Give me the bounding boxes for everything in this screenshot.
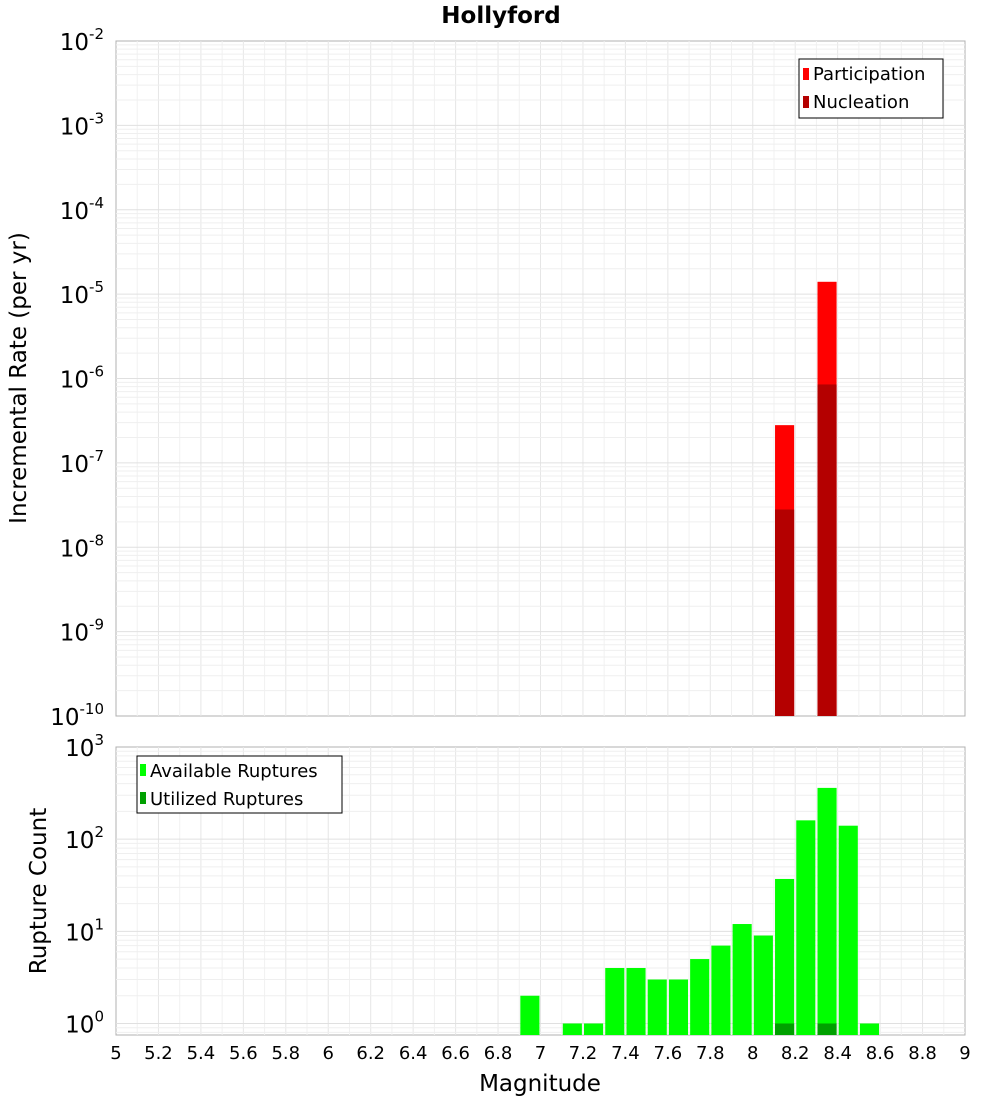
count-legend-box	[136, 755, 343, 814]
x-tick-label: 6.6	[441, 1043, 470, 1064]
x-tick-label: 7.8	[696, 1043, 725, 1064]
count-y-tick-label: 103	[65, 731, 104, 762]
count-y-axis-title: Rupture Count	[26, 808, 52, 974]
available-ruptures-bar	[626, 967, 646, 1035]
available-ruptures-bar	[690, 959, 710, 1035]
x-tick-label: 6	[323, 1043, 334, 1064]
available-ruptures-bar	[817, 787, 837, 1035]
x-tick-label: 5.4	[187, 1043, 216, 1064]
x-tick-label: 8.2	[781, 1043, 810, 1064]
rate-y-tick-label: 10-8	[60, 531, 104, 562]
count-x-ticks: 5 5.2 5.4 5.6 5.8 6 6.2 6.4 6.6 6.8 7 7.2 7.4 7.6 7.8 8…	[110, 1043, 970, 1064]
rate-legend-box	[798, 58, 944, 119]
x-axis-title: Magnitude	[479, 1071, 601, 1097]
available-ruptures-bar	[838, 825, 858, 1035]
count-y-ticks: 100 101 102 103	[65, 731, 104, 1038]
utilized-ruptures-bar	[775, 1023, 795, 1035]
available-legend-label: Available Ruptures	[150, 761, 318, 782]
rate-grid	[116, 41, 965, 716]
x-tick-label: 5	[110, 1043, 121, 1064]
count-panel: 100 101 102 103 5 5.2 5.4 5.6 5.8 6 6.2 6.4 6.6 6.8 7…	[26, 731, 971, 1097]
available-ruptures-bar	[732, 924, 752, 1035]
available-ruptures-bar	[605, 967, 625, 1035]
x-tick-label: 8	[747, 1043, 758, 1064]
x-tick-label: 7.2	[569, 1043, 598, 1064]
available-ruptures-bar	[859, 1023, 880, 1035]
rate-y-tick-label: 10-2	[60, 25, 104, 56]
rate-y-ticks: 10-10 10-9 10-8 10-7 10-6 10-5 10-4 10-3 10-2	[50, 25, 104, 731]
available-ruptures-bar	[711, 945, 731, 1035]
count-bars	[520, 787, 880, 1035]
rate-y-tick-label: 10-4	[60, 194, 104, 225]
available-ruptures-bar	[584, 1023, 604, 1035]
available-ruptures-bar	[668, 979, 689, 1035]
utilized-ruptures-bar	[817, 1023, 837, 1035]
rate-y-tick-label: 10-6	[60, 363, 104, 394]
rate-y-tick-label: 10-10	[50, 700, 104, 731]
participation-legend-swatch	[803, 68, 809, 80]
x-tick-label: 7	[535, 1043, 546, 1064]
nucleation-bar	[775, 509, 795, 716]
rate-legend: Participation Nucleation	[798, 58, 944, 119]
rate-panel: 10-10 10-9 10-8 10-7 10-6 10-5 10-4 10-3 10-2 In…	[6, 25, 966, 731]
x-tick-label: 5.2	[144, 1043, 173, 1064]
x-tick-label: 8.8	[908, 1043, 937, 1064]
x-tick-label: 6.4	[399, 1043, 428, 1064]
count-y-tick-label: 100	[65, 1007, 104, 1038]
rate-y-tick-label: 10-3	[60, 109, 104, 140]
x-tick-label: 8.4	[823, 1043, 852, 1064]
x-tick-label: 7.6	[654, 1043, 683, 1064]
available-ruptures-bar	[796, 820, 816, 1035]
rate-bars	[775, 281, 837, 716]
count-y-tick-label: 101	[65, 915, 104, 946]
available-ruptures-bar	[520, 995, 540, 1035]
chart-title: Hollyford	[441, 3, 560, 29]
x-tick-label: 8.6	[866, 1043, 895, 1064]
available-ruptures-bar	[753, 935, 773, 1035]
count-legend: Available Ruptures Utilized Ruptures	[136, 755, 343, 814]
available-ruptures-bar	[775, 878, 795, 1035]
nucleation-legend-swatch	[803, 96, 809, 108]
rate-y-axis-title: Incremental Rate (per yr)	[6, 232, 32, 524]
utilized-legend-label: Utilized Ruptures	[150, 789, 303, 810]
rate-y-tick-label: 10-7	[60, 447, 104, 478]
utilized-legend-swatch	[140, 792, 146, 804]
available-ruptures-bar	[647, 979, 667, 1035]
rate-y-tick-label: 10-9	[60, 616, 104, 647]
available-ruptures-bar	[562, 1023, 582, 1035]
nucleation-bar	[817, 384, 837, 716]
x-tick-label: 7.4	[611, 1043, 640, 1064]
x-tick-label: 6.8	[484, 1043, 513, 1064]
x-tick-label: 9	[959, 1043, 970, 1064]
x-tick-label: 6.2	[356, 1043, 385, 1064]
x-tick-label: 5.8	[271, 1043, 300, 1064]
nucleation-legend-label: Nucleation	[813, 92, 909, 113]
rate-y-tick-label: 10-5	[60, 278, 104, 309]
x-tick-label: 5.6	[229, 1043, 258, 1064]
participation-legend-label: Participation	[813, 64, 925, 85]
count-y-tick-label: 102	[65, 823, 104, 854]
available-legend-swatch	[140, 764, 146, 776]
